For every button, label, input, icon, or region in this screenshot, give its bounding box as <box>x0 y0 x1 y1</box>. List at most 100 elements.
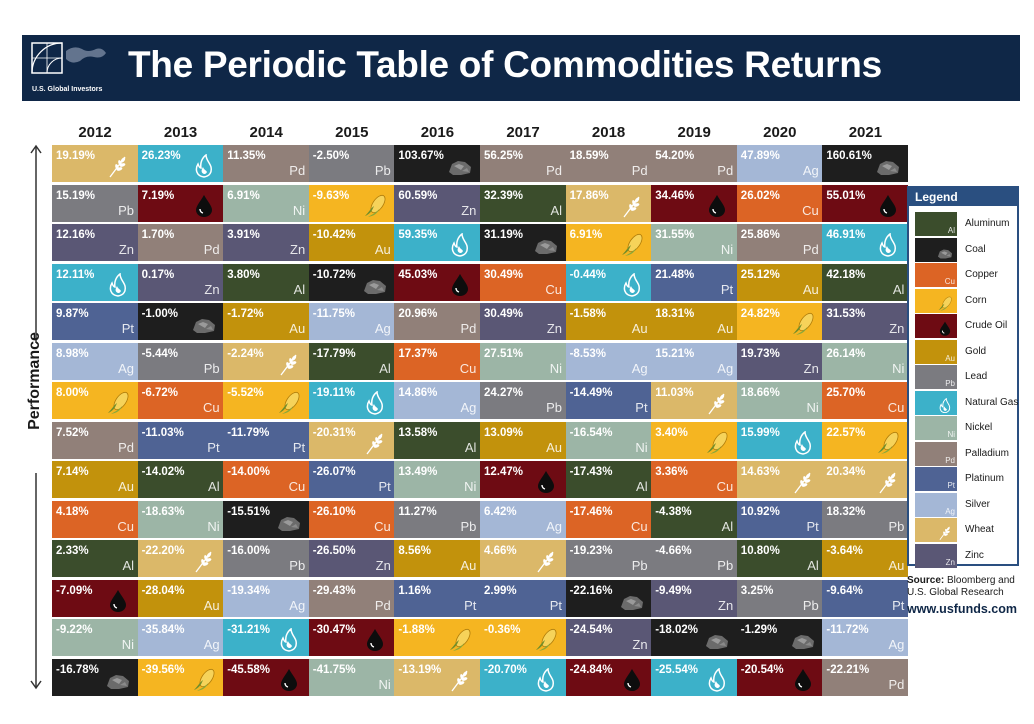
silver-symbol: Ag <box>546 518 562 534</box>
return-value: -11.03% <box>141 426 184 439</box>
commodity-cell: -25.54% <box>651 658 738 696</box>
return-value: 12.16% <box>56 229 96 241</box>
oil-drop-icon <box>789 668 817 692</box>
lead-symbol: Pb <box>203 360 220 376</box>
lead-symbol: Pb <box>460 518 477 534</box>
commodity-cell: -3.64% Au <box>822 540 909 577</box>
platinum-symbol: Pt <box>549 597 562 613</box>
lead-symbol: Pb <box>945 379 955 388</box>
return-value: 9.87% <box>56 308 89 320</box>
return-value: -8.53% <box>569 347 607 360</box>
commodity-cell: -26.07% Pt <box>308 461 395 498</box>
lead-symbol: Pb <box>118 202 134 218</box>
return-value: -9.64% <box>826 584 863 597</box>
return-value: 3.40% <box>655 426 688 439</box>
return-value: -11.72% <box>826 624 869 636</box>
commodity-cell: -18.02% <box>651 619 738 656</box>
return-value: -7.09% <box>56 584 93 597</box>
return-value: -19.23% <box>569 545 613 557</box>
oil-drop-icon <box>618 668 646 692</box>
flame-icon <box>874 232 902 257</box>
coal-icon <box>275 510 303 534</box>
gold-symbol: Au <box>203 597 220 613</box>
return-value: -22.20% <box>141 545 185 557</box>
commodity-cell: -16.00% Pb <box>223 540 310 577</box>
commodity-cell: 42.18% Al <box>822 263 909 301</box>
flame-icon <box>104 271 132 297</box>
commodity-cell: 17.86% <box>565 184 652 222</box>
legend-name: Coal <box>965 243 986 255</box>
commodity-cell: -14.00% Cu <box>223 461 310 498</box>
return-value: 11.03% <box>655 387 694 399</box>
gold-symbol: Au <box>717 321 734 336</box>
return-value: 4.66% <box>484 545 517 557</box>
return-value: -39.56% <box>141 663 185 676</box>
commodity-cell: -31.21% <box>223 619 310 656</box>
silver-symbol: Ag <box>888 637 905 652</box>
zinc-symbol: Zn <box>546 321 562 336</box>
commodity-cell: -18.63% Ni <box>137 500 224 538</box>
commodity-cell: 1.70% Pd <box>137 224 224 261</box>
commodity-cell: 8.00% <box>52 382 138 419</box>
return-value: 11.35% <box>227 150 266 162</box>
commodity-cell: 31.53% Zn <box>822 303 909 340</box>
return-value: -22.21% <box>826 663 870 676</box>
legend-item: Natural Gas <box>915 390 1018 415</box>
oil-drop-icon <box>275 668 303 692</box>
commodity-cell: 34.46% <box>651 184 738 222</box>
coal-icon <box>190 312 218 336</box>
platinum-symbol: Pt <box>947 481 955 490</box>
oil-drop-icon <box>104 589 132 613</box>
legend-swatch: Pt <box>915 467 957 491</box>
nickel-symbol: Ni <box>947 430 955 439</box>
commodity-cell: -9.64% Pt <box>822 579 909 617</box>
flame-icon <box>190 153 218 178</box>
commodity-cell: 12.16% Zn <box>52 224 138 261</box>
corn-icon <box>618 233 646 257</box>
commodity-cell: 3.25% Pb <box>736 579 823 617</box>
commodity-cell: 30.49% Zn <box>480 303 566 340</box>
wheat-icon <box>190 549 218 573</box>
company-logo <box>31 42 106 74</box>
nickel-symbol: Ni <box>892 360 905 376</box>
commodity-cell: -16.78% <box>52 658 138 696</box>
legend-name: Zinc <box>965 549 984 561</box>
copper-symbol: Cu <box>716 479 734 494</box>
coal-icon <box>532 233 560 257</box>
return-value: 31.19% <box>484 229 524 241</box>
commodity-cell: 3.40% <box>651 421 738 459</box>
aluminum-symbol: Al <box>550 202 562 218</box>
year-label: 2019 <box>677 124 711 141</box>
commodity-cell: -39.56% <box>137 658 224 696</box>
commodity-cell: 160.61% <box>822 145 909 182</box>
nickel-symbol: Ni <box>378 676 391 692</box>
return-value: 15.21% <box>655 347 695 360</box>
return-value: -11.75% <box>312 308 355 320</box>
return-value: 18.59% <box>569 150 609 162</box>
palladium-symbol: Pd <box>118 439 134 455</box>
wheat-icon <box>104 154 132 178</box>
commodity-cell: -1.72% Au <box>223 303 310 340</box>
legend-name: Silver <box>965 498 991 510</box>
flame-icon <box>446 232 474 257</box>
flame-icon <box>361 390 389 415</box>
header-banner: U.S. Global Investors The Periodic Table… <box>22 35 1020 101</box>
return-value: -20.70% <box>484 663 527 676</box>
year-label: 2016 <box>420 124 455 141</box>
return-value: 60.59% <box>398 189 438 202</box>
return-value: 22.57% <box>826 426 866 439</box>
return-value: -15.51% <box>227 505 271 518</box>
return-value: 14.63% <box>740 466 780 478</box>
return-value: -14.00% <box>227 466 271 478</box>
legend-swatch <box>915 288 957 313</box>
lead-symbol: Pb <box>802 597 819 613</box>
corn-icon <box>361 194 389 218</box>
commodity-cell: -0.44% <box>565 263 652 301</box>
oil-drop-icon <box>936 321 954 337</box>
copper-symbol: Cu <box>944 277 955 286</box>
return-value: -30.47% <box>312 624 356 636</box>
legend-name: Gold <box>965 345 987 357</box>
return-value: 20.34% <box>826 466 866 478</box>
nickel-symbol: Ni <box>635 439 648 455</box>
commodity-cell: -26.10% Cu <box>308 500 395 538</box>
